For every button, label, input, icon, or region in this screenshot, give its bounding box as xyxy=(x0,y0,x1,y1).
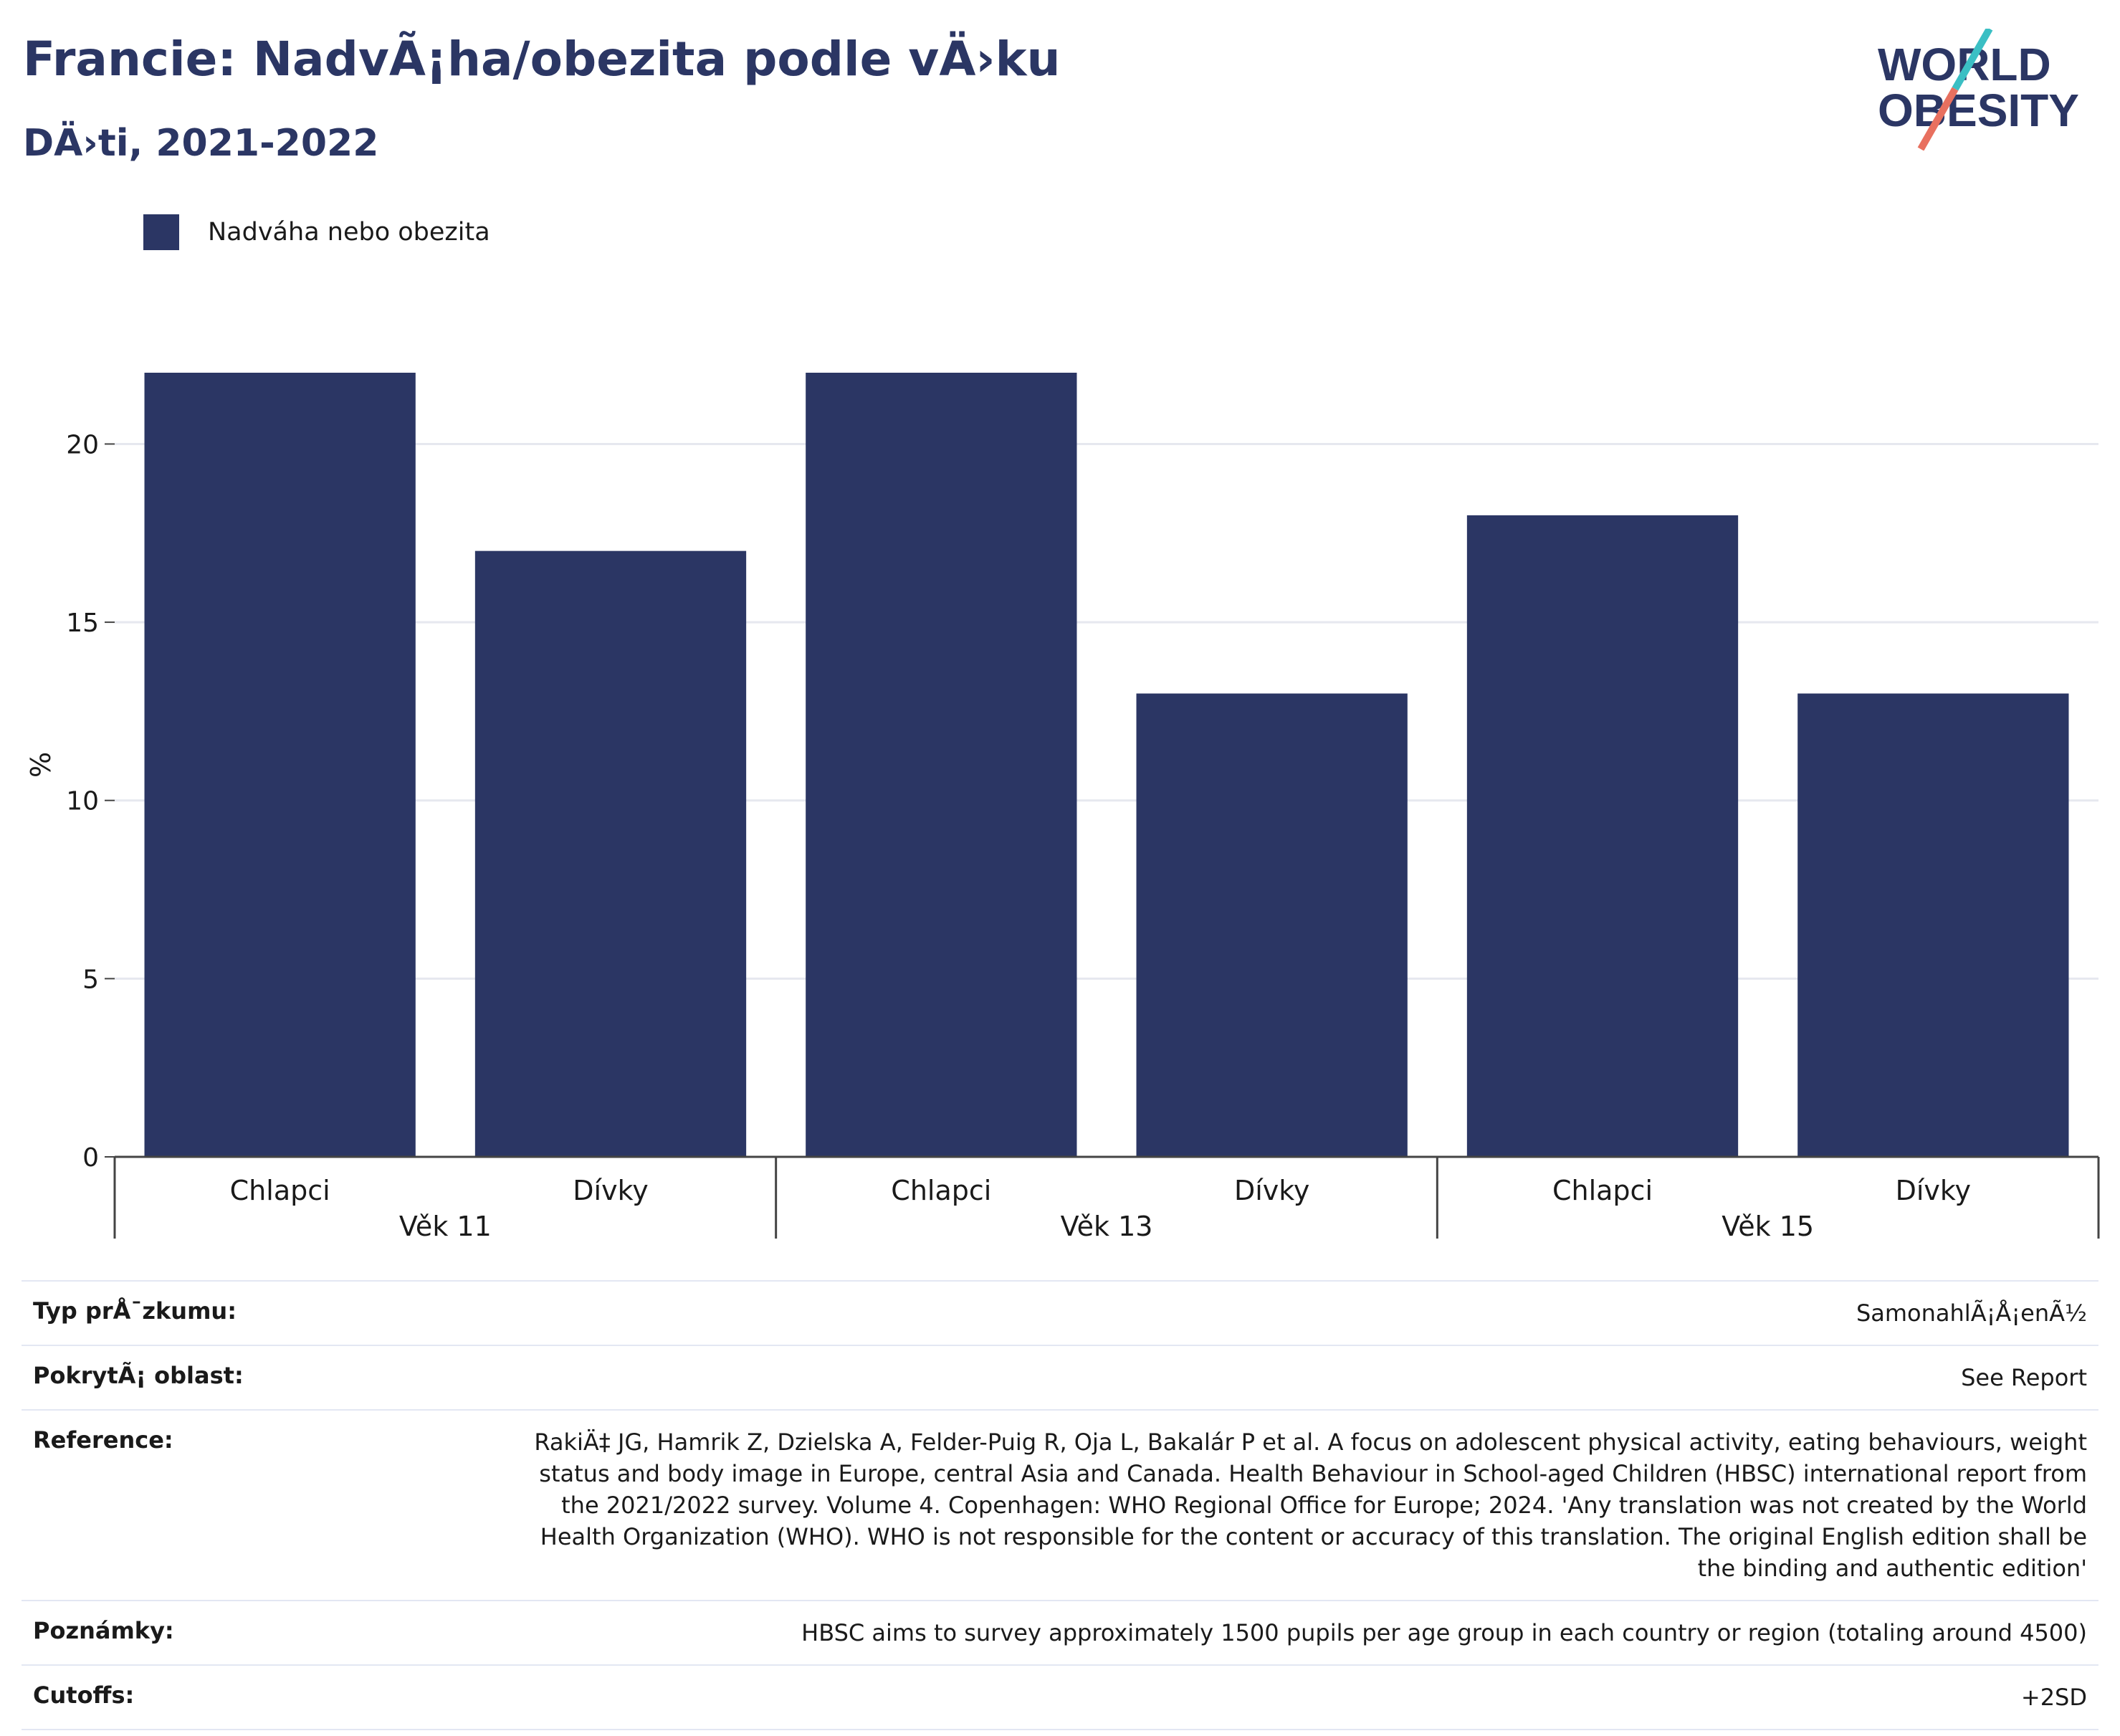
group-label: Věk 11 xyxy=(399,1211,492,1242)
y-tick-label: 20 xyxy=(66,430,99,459)
x-tick-label: Chlapci xyxy=(1552,1175,1653,1206)
logo-text-world: WORLD xyxy=(1878,39,2051,90)
y-tick-label: 10 xyxy=(66,787,99,816)
y-tick-label: 0 xyxy=(82,1143,99,1173)
y-tick-label: 15 xyxy=(66,609,99,638)
info-value: See Report xyxy=(1961,1364,2087,1391)
x-tick-label: Chlapci xyxy=(230,1175,330,1206)
info-row-survey-type: Typ prÅ¯zkumu: SamonahlÃ¡Å¡enÃ½ xyxy=(22,1280,2098,1345)
group-label: Věk 15 xyxy=(1722,1211,1814,1242)
bar xyxy=(144,373,416,1157)
info-label: Typ prÅ¯zkumu: xyxy=(33,1297,237,1325)
group-label: Věk 13 xyxy=(1061,1211,1153,1242)
x-tick-label: Dívky xyxy=(1896,1175,1971,1206)
logo-slash-teal xyxy=(1952,29,1993,91)
bar xyxy=(474,550,747,1157)
legend-label: Nadváha nebo obezita xyxy=(208,218,490,247)
legend-swatch xyxy=(143,214,179,250)
world-obesity-logo: WORLD OBESITY xyxy=(1878,29,2079,151)
info-label: Reference: xyxy=(33,1426,173,1454)
info-value: +2SD xyxy=(2020,1684,2087,1711)
info-table: Typ prÅ¯zkumu: SamonahlÃ¡Å¡enÃ½ PokrytÃ¡… xyxy=(22,1280,2098,1730)
info-row-coverage: PokrytÃ¡ oblast: See Report xyxy=(22,1345,2098,1409)
info-value: RakiÄ‡ JG, Hamrik Z, Dzielska A, Felder-… xyxy=(534,1429,2087,1582)
bar xyxy=(1797,693,2069,1157)
info-value: SamonahlÃ¡Å¡enÃ½ xyxy=(1856,1299,2087,1327)
chart-subtitle: DÄ›ti, 2021-2022 xyxy=(23,122,379,165)
x-tick-label: Dívky xyxy=(1234,1175,1309,1206)
x-tick-label: Dívky xyxy=(573,1175,648,1206)
y-axis-title: % xyxy=(25,752,57,778)
y-tick-label: 5 xyxy=(82,965,99,994)
info-row-cutoffs: Cutoffs: +2SD xyxy=(22,1664,2098,1730)
x-tick-label: Chlapci xyxy=(891,1175,991,1206)
info-value: HBSC aims to survey approximately 1500 p… xyxy=(801,1619,2087,1646)
logo-slash-coral xyxy=(1917,87,1959,151)
info-label: Cutoffs: xyxy=(33,1682,135,1709)
bar xyxy=(1466,515,1739,1157)
info-row-reference: Reference: RakiÄ‡ JG, Hamrik Z, Dzielska… xyxy=(22,1409,2098,1600)
info-row-notes: Poznámky: HBSC aims to survey approximat… xyxy=(22,1600,2098,1664)
bar-chart: 0 5 10 15 20% Chlapci Dívky Chlapci Dívky Chlapci… xyxy=(25,373,2100,1242)
legend: Nadváha nebo obezita xyxy=(143,214,490,251)
bar xyxy=(1136,693,1408,1157)
chart-title: Francie: NadvÃ¡ha/obezita podle vÄ›ku xyxy=(23,32,1061,87)
bar xyxy=(806,373,1077,1157)
info-label: PokrytÃ¡ oblast: xyxy=(33,1362,244,1389)
logo-text-obesity: OBESITY xyxy=(1878,85,2079,136)
info-label: Poznámky: xyxy=(33,1617,174,1644)
